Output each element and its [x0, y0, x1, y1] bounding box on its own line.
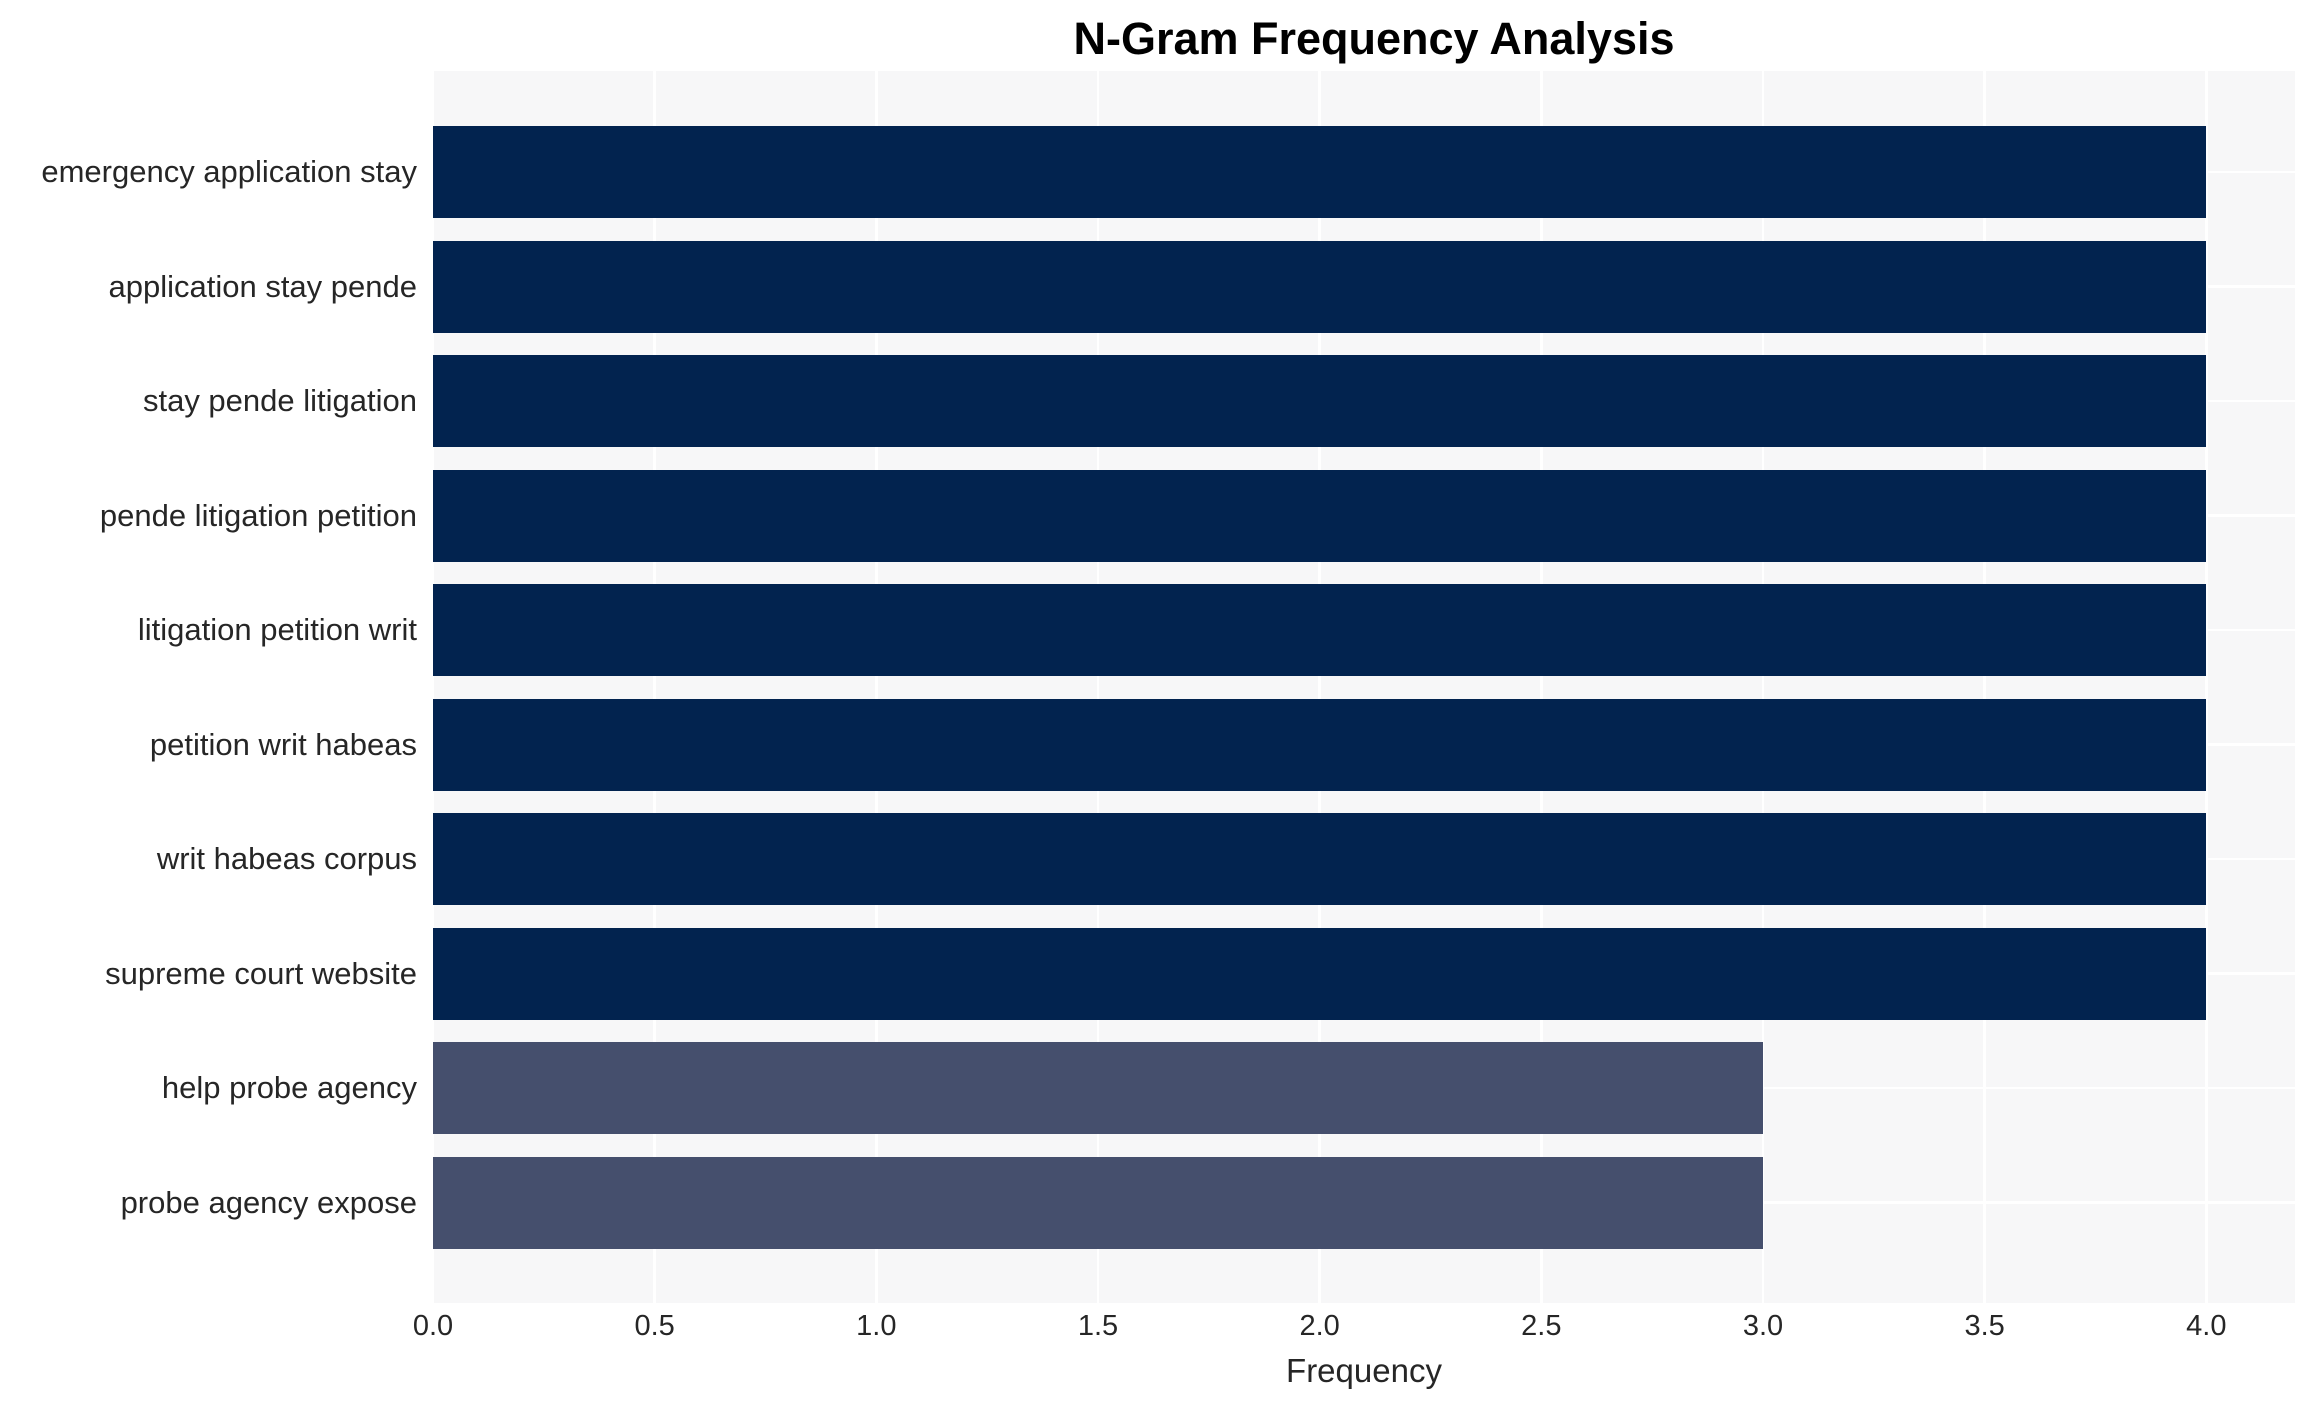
x-tick-label: 2.0: [1299, 1310, 1340, 1342]
x-tick-label: 3.5: [1964, 1310, 2005, 1342]
y-tick-label: application stay pende: [108, 268, 417, 304]
y-tick-label: probe agency expose: [120, 1184, 417, 1220]
vertical-gridline: [1096, 71, 1100, 1303]
bar-help-probe-agency: [433, 1042, 1763, 1134]
chart-title: N-Gram Frequency Analysis: [1073, 13, 1675, 64]
bar-litigation-petition-writ: [433, 584, 2207, 676]
bar-emergency-application-stay: [433, 126, 2207, 218]
y-tick-label: help probe agency: [161, 1070, 417, 1105]
vertical-gridline: [1983, 71, 1986, 1303]
y-tick-label: supreme court website: [105, 955, 417, 991]
bar-supreme-court-website: [433, 927, 2207, 1020]
vertical-gridline: [1318, 71, 1321, 1303]
vertical-gridline: [1761, 71, 1765, 1303]
y-tick-label: petition writ habeas: [149, 726, 417, 762]
vertical-gridline: [1540, 71, 1543, 1303]
bar-stay-pende-litigation: [433, 355, 2207, 447]
x-tick-label: 4.0: [2186, 1310, 2227, 1342]
plot-area: [431, 71, 2295, 1303]
vertical-gridline: [2205, 71, 2208, 1303]
vertical-gridline: [431, 71, 435, 1303]
y-tick-label: pende litigation petition: [99, 497, 417, 533]
vertical-gridline: [653, 71, 656, 1303]
y-tick-label: stay pende litigation: [142, 383, 417, 418]
bar-probe-agency-expose: [433, 1156, 1763, 1249]
x-tick-label: 2.5: [1521, 1310, 1562, 1342]
x-tick-label: 0.5: [634, 1310, 675, 1342]
bar-pende-litigation-petition: [433, 469, 2207, 562]
y-tick-label: writ habeas corpus: [156, 841, 417, 876]
bar-petition-writ-habeas: [433, 698, 2207, 791]
y-tick-label: litigation petition writ: [137, 612, 417, 647]
x-tick-label: 3.0: [1742, 1310, 1784, 1342]
bar-application-stay-pende: [433, 240, 2207, 333]
x-axis-label: Frequency: [1286, 1352, 1442, 1389]
vertical-gridline: [875, 71, 878, 1303]
x-tick-label: 1.5: [1077, 1310, 1119, 1342]
bar-writ-habeas-corpus: [433, 813, 2207, 905]
x-tick-label: 0.0: [412, 1310, 454, 1342]
x-tick-label: 1.0: [856, 1310, 897, 1342]
y-tick-label: emergency application stay: [41, 154, 417, 189]
